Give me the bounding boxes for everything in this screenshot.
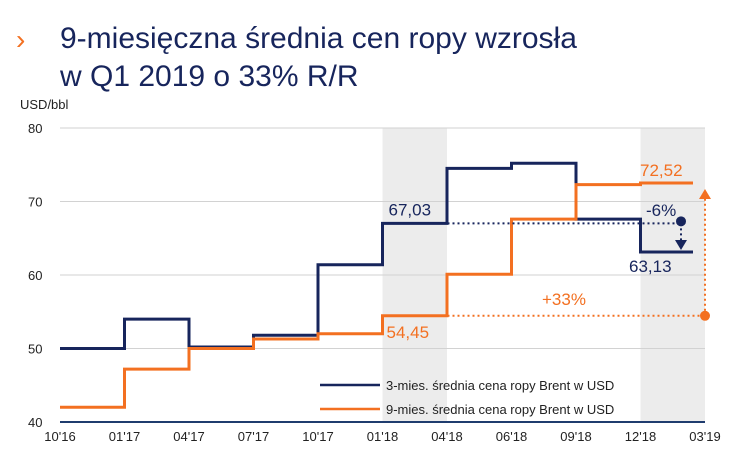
x-tick-label: 12'18 bbox=[625, 429, 656, 444]
x-tick-label: 03'19 bbox=[689, 429, 720, 444]
navy-arrowhead bbox=[675, 239, 687, 250]
y-tick-label: 70 bbox=[28, 195, 42, 210]
x-tick-label: 09'18 bbox=[560, 429, 591, 444]
y-tick-label: 50 bbox=[28, 342, 42, 357]
x-tick-label: 04'17 bbox=[173, 429, 204, 444]
y-tick-label: 60 bbox=[28, 268, 42, 283]
label-navy-change: -6% bbox=[646, 201, 676, 220]
x-tick-label: 04'18 bbox=[431, 429, 462, 444]
y-tick-label: 40 bbox=[28, 415, 42, 430]
legend-label: 3-mies. średnia cena ropy Brent w USD bbox=[386, 378, 614, 393]
orange-reference-dot bbox=[700, 310, 710, 321]
x-tick-label: 06'18 bbox=[496, 429, 527, 444]
y-tick-label: 80 bbox=[28, 121, 42, 136]
legend-label: 9-mies. średnia cena ropy Brent w USD bbox=[386, 402, 614, 417]
label-orange-end: 72,52 bbox=[640, 161, 683, 180]
x-tick-label: 07'17 bbox=[238, 429, 269, 444]
title-line-1: 9-miesięczna średnia cen ropy wzrosła bbox=[60, 22, 577, 55]
label-orange-change: +33% bbox=[542, 290, 586, 309]
y-axis-label: USD/bbl bbox=[20, 97, 69, 112]
label-orange-start: 54,45 bbox=[387, 323, 430, 342]
series-line-navy bbox=[60, 161, 693, 350]
orange-arrowhead bbox=[699, 188, 711, 199]
x-tick-label: 01'17 bbox=[109, 429, 140, 444]
x-tick-label: 01'18 bbox=[367, 429, 398, 444]
title-line-2: w Q1 2019 o 33% R/R bbox=[60, 60, 359, 93]
x-tick-label: 10'17 bbox=[302, 429, 333, 444]
chevron-icon: › bbox=[16, 24, 26, 55]
x-tick-label: 10'16 bbox=[44, 429, 75, 444]
label-navy-start: 67,03 bbox=[389, 200, 432, 219]
label-navy-end: 63,13 bbox=[629, 257, 672, 276]
navy-reference-dot bbox=[676, 216, 686, 227]
series-line-orange bbox=[60, 181, 693, 409]
